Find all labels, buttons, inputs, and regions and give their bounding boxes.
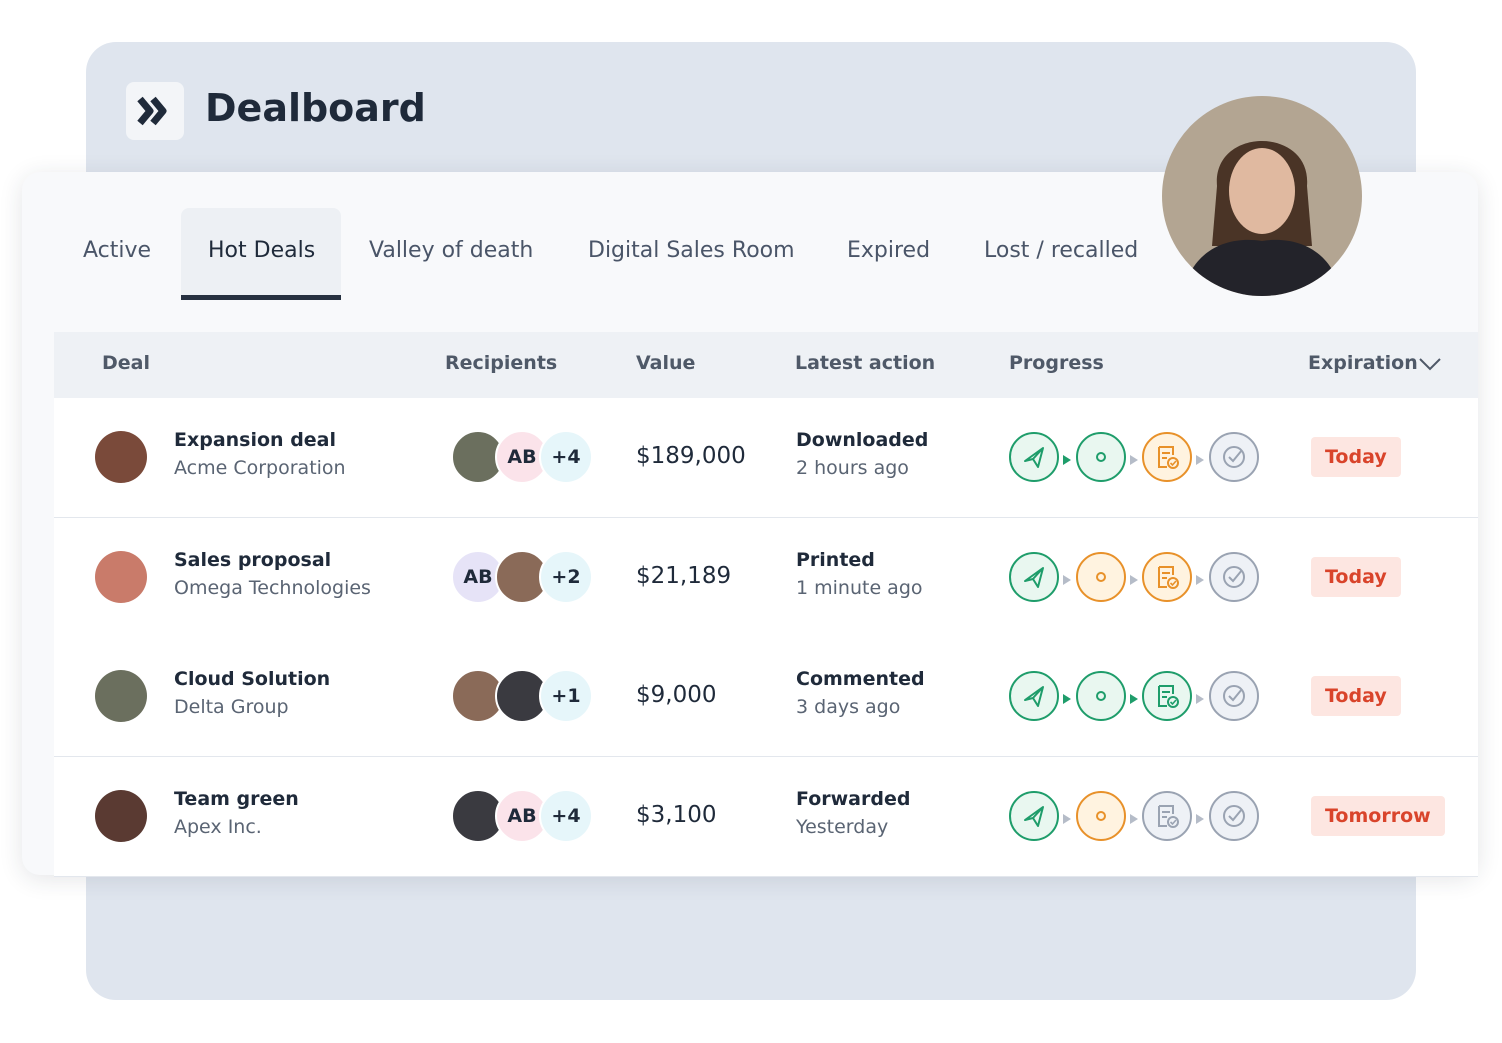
progress-connector [1194,571,1206,585]
progress-step [1008,551,1060,603]
tab[interactable]: Hot Deals [208,238,316,263]
progress-step [1141,790,1193,842]
deal-name: Expansion deal [174,429,337,451]
deal-avatar [95,670,147,722]
tab[interactable]: Expired [847,238,931,263]
profile-photo [1162,96,1362,296]
progress-connector [1128,810,1140,824]
progress-step [1075,670,1127,722]
progress-step [1208,790,1260,842]
progress-step [1141,670,1193,722]
column-header: Progress [1009,352,1104,374]
progress-step [1208,551,1260,603]
progress-step [1008,670,1060,722]
app-title: Dealboard [205,86,426,130]
action-time: 3 days ago [796,696,901,718]
expiration-badge: Today [1311,556,1401,597]
logo [126,82,184,140]
latest-action: Printed [796,548,875,571]
progress-connector [1128,571,1140,585]
progress-step [1075,551,1127,603]
deal-company: Apex Inc. [174,815,262,838]
progress-connector [1061,571,1073,585]
deal-value: $21,189 [636,562,732,589]
expiration-badge: Today [1311,676,1401,716]
latest-action: Forwarded [796,787,911,810]
deal-name: Team green [174,787,299,810]
column-header: Expiration [1308,352,1418,374]
progress-step [1141,551,1193,603]
progress-connector [1061,810,1073,824]
recipient-chip [451,669,505,723]
column-header: Recipients [445,352,558,374]
sort-chevron [1418,356,1442,376]
deal-value: $9,000 [636,682,717,708]
deal-name: Sales proposal [174,548,332,571]
latest-action: Commented [796,668,925,690]
progress-connector [1128,690,1140,704]
action-time: 2 hours ago [796,457,909,479]
deal-avatar [95,431,147,483]
progress-connector [1061,690,1073,704]
column-header: Deal [102,352,150,374]
recipient-chip: +4 [539,430,593,484]
progress-step [1008,431,1060,483]
logo-icon [137,96,167,126]
recipient-chip [451,430,505,484]
recipient-chip: +2 [539,549,593,604]
action-time: 1 minute ago [796,576,923,599]
tab[interactable]: Lost / recalled [984,238,1139,263]
deal-company: Delta Group [174,696,289,718]
latest-action: Downloaded [796,429,929,451]
tab-selected-bg [181,208,341,300]
recipient-chip: +4 [539,788,593,843]
column-header: Latest action [795,352,936,374]
progress-connector [1194,690,1206,704]
tab[interactable]: Digital Sales Room [588,238,795,263]
progress-step [1208,431,1260,483]
expiration-badge: Tomorrow [1311,795,1445,836]
progress-connector [1061,451,1073,465]
tab[interactable]: Active [83,238,152,263]
deal-avatar [95,789,147,842]
expiration-badge: Today [1311,437,1401,477]
progress-step [1208,670,1260,722]
recipient-chip: +1 [539,669,593,723]
column-header: Value [636,352,696,374]
progress-step [1075,431,1127,483]
deal-value: $189,000 [636,443,746,469]
progress-step [1075,790,1127,842]
deal-name: Cloud Solution [174,668,331,690]
deal-company: Omega Technologies [174,576,371,599]
deal-avatar [95,550,147,603]
deal-company: Acme Corporation [174,457,346,479]
progress-connector [1128,451,1140,465]
tab[interactable]: Valley of death [369,238,534,263]
table-header [54,332,1478,398]
progress-connector [1194,810,1206,824]
action-time: Yesterday [796,815,889,838]
table-row [54,756,1478,877]
progress-connector [1194,451,1206,465]
progress-step [1008,790,1060,842]
progress-step [1141,431,1193,483]
tab-underline [181,295,341,300]
deal-value: $3,100 [636,801,717,828]
